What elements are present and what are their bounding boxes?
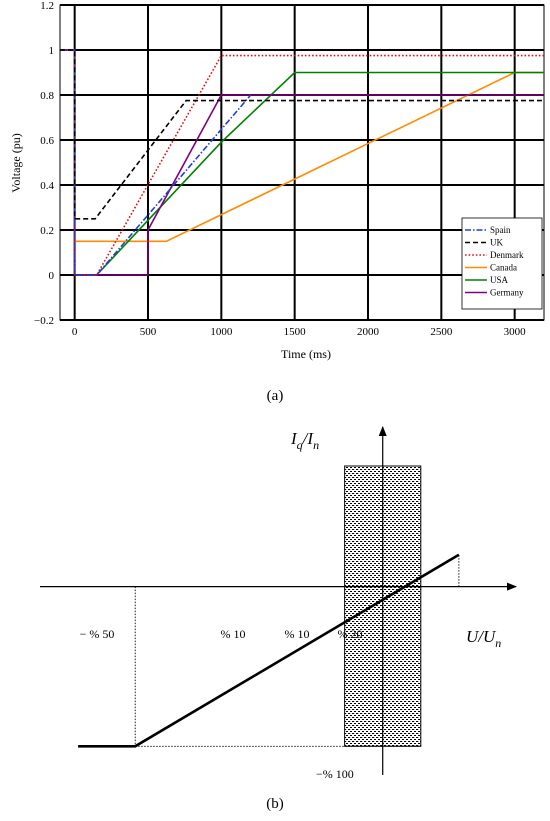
caption-a: (a) (267, 388, 284, 404)
y-axis-label: Voltage (pu) (9, 133, 23, 192)
label-left-limit: − % 50 (80, 627, 115, 641)
x-tick-label: 1000 (210, 326, 233, 338)
y-tick-label: 1 (49, 45, 55, 57)
label-dead-band-right: % 10 (285, 627, 310, 641)
characteristic-line (78, 553, 460, 748)
y-tick-label: −0.2 (34, 315, 54, 327)
legend-box (461, 217, 543, 310)
caption-b: (b) (266, 796, 284, 812)
label-min-current: −% 100 (316, 767, 354, 781)
y-tick-label: 1.2 (40, 0, 54, 12)
legend-label: Spain (490, 225, 511, 235)
series-line-uk (60, 49, 544, 220)
x-tick-label: 3000 (504, 326, 527, 338)
axis-ticks: 0 500 1000 1500 2000 2500 3000 −0.2 0 0.2 0.4 0.6 0.… (34, 0, 526, 338)
label-dead-band-left: % 10 (221, 627, 246, 641)
y-tick-label: 0.2 (40, 225, 54, 237)
series-lines (60, 49, 544, 276)
legend-label: USA (490, 275, 509, 285)
voltage-ride-through-chart: 0 500 1000 1500 2000 2500 3000 −0.2 0 0.2 0.4 0.6 0.… (9, 0, 545, 361)
x-tick-label: 2500 (430, 326, 453, 338)
y-tick-label: 0.6 (40, 135, 54, 147)
legend-label: Germany (490, 288, 524, 298)
x-axis-label-b: U/Un (466, 627, 501, 650)
y-tick-label: 0.8 (40, 90, 54, 102)
reference-lines (134, 554, 460, 747)
x-tick-label: 2000 (357, 326, 380, 338)
legend-label: Canada (490, 263, 517, 273)
legend: Spain UK Denmark Canada USA Germany (461, 217, 543, 310)
label-right-limit: % 20 (338, 627, 363, 641)
characteristic-curve (78, 553, 460, 748)
legend-label: UK (490, 238, 503, 248)
y-tick-label: 0 (49, 270, 55, 282)
y-axis-label-b: Iq/In (290, 429, 319, 452)
x-tick-label: 500 (140, 326, 157, 338)
legend-label: Denmark (490, 250, 524, 260)
x-tick-label: 0 (72, 326, 78, 338)
x-tick-label: 1500 (284, 326, 307, 338)
y-tick-label: 0.4 (40, 180, 54, 192)
x-axis-label: Time (ms) (281, 347, 331, 361)
reactive-current-chart: − % 50 % 10 % 10 % 20 −% 100 U/Un Iq/In (40, 426, 517, 781)
